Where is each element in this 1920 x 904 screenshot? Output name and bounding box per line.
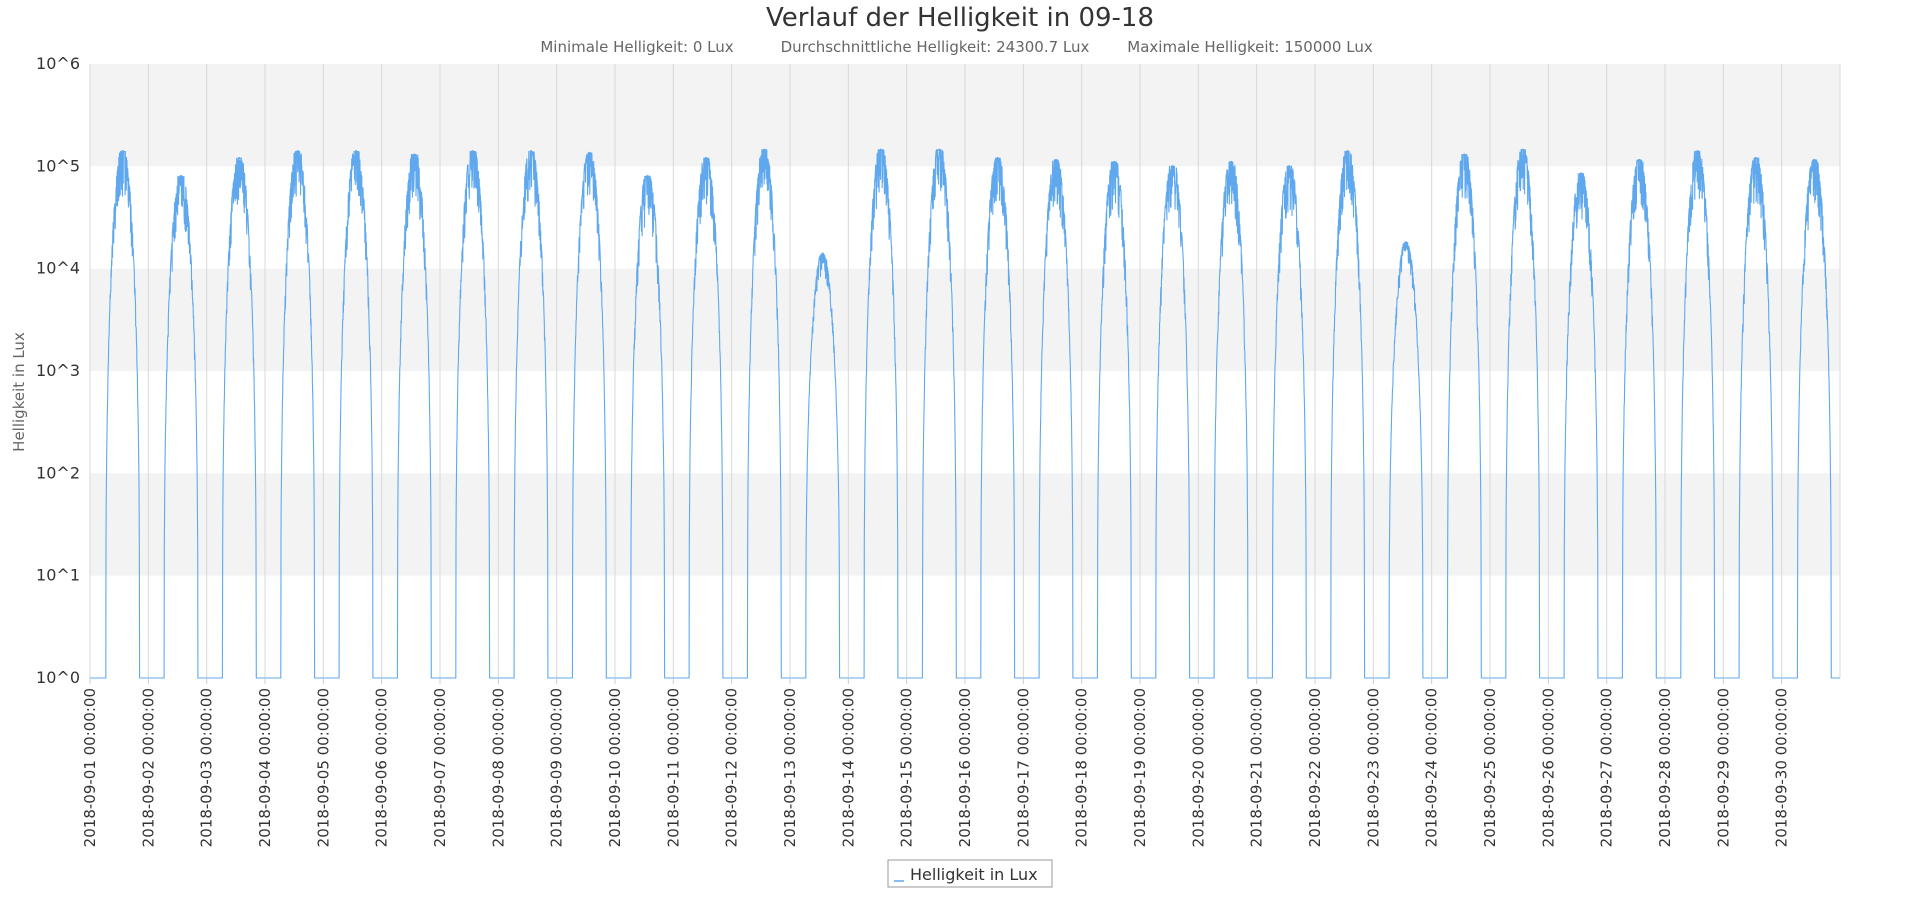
x-tick-label: 2018-09-06 00:00:00 [373,688,391,847]
x-tick-label: 2018-09-24 00:00:00 [1423,688,1441,847]
daily-peak-point [938,148,941,152]
daily-peak-point [1404,241,1408,244]
x-tick-label: 2018-09-11 00:00:00 [664,688,682,847]
x-tick-label: 2018-09-01 00:00:00 [81,688,99,847]
x-tick-label: 2018-09-18 00:00:00 [1073,688,1091,847]
x-tick-label: 2018-09-16 00:00:00 [956,688,974,847]
x-tick-label: 2018-09-23 00:00:00 [1364,688,1382,847]
daily-peak-point [413,153,416,156]
y-tick-label: 10^0 [36,668,80,687]
x-tick-label: 2018-09-05 00:00:00 [314,688,332,847]
y-axis-label: Helligkeit in Lux [10,332,28,452]
daily-peak-point [296,150,299,153]
x-tick-label: 2018-09-10 00:00:00 [606,688,624,847]
y-tick-label: 10^5 [36,156,80,175]
daily-peak-point [1229,160,1233,164]
x-tick-label: 2018-09-12 00:00:00 [723,688,741,847]
legend-box [887,859,1053,888]
y-tick-label: 10^2 [36,463,80,482]
x-tick-label: 2018-09-22 00:00:00 [1306,688,1324,847]
x-tick-label: 2018-09-25 00:00:00 [1481,688,1499,847]
legend-label: Helligkeit in Lux [910,865,1038,884]
y-tick-label: 10^1 [36,566,80,585]
x-tick-label: 2018-09-14 00:00:00 [839,688,857,847]
daily-peak-point [471,150,474,153]
y-tick-label: 10^4 [36,259,80,278]
subtitle-max: Maximale Helligkeit: 150000 Lux [1127,38,1373,56]
daily-peak-point [1521,148,1524,152]
daily-peak-point [179,175,183,178]
x-tick-label: 2018-09-04 00:00:00 [256,688,274,847]
daily-peak-point [1054,158,1058,162]
series-layer [90,148,1840,679]
x-tick-label: 2018-09-29 00:00:00 [1714,688,1732,847]
daily-peak-point [121,150,124,153]
x-tick-label: 2018-09-07 00:00:00 [431,688,449,847]
x-tick-label: 2018-09-21 00:00:00 [1248,688,1266,847]
x-tick-label: 2018-09-08 00:00:00 [489,688,507,847]
x-tick-label: 2018-09-19 00:00:00 [1131,688,1149,847]
daily-peak-point [354,150,358,153]
daily-peak-point [1813,158,1816,162]
x-tick-label: 2018-09-15 00:00:00 [898,688,916,847]
x-axis: 2018-09-01 00:00:00 2018-09-02 00:00:00 20… [81,678,1791,847]
daily-peak-point [1754,157,1758,160]
daily-peak-point [1463,153,1466,156]
x-tick-label: 2018-09-28 00:00:00 [1656,688,1674,847]
x-tick-label: 2018-09-09 00:00:00 [548,688,566,847]
x-tick-label: 2018-09-26 00:00:00 [1539,688,1557,847]
daily-peak-point [1579,172,1583,175]
daily-peak-point [646,175,649,178]
daily-peak-point [1288,165,1291,168]
daily-peak-point [821,252,824,255]
daily-peak-point [1113,160,1116,164]
y-tick-label: 10^6 [36,54,80,73]
subtitle-avg: Durchschnittliche Helligkeit: 24300.7 Lu… [781,38,1090,56]
daily-peak-point [763,148,766,152]
daily-peak-point [1696,150,1699,153]
x-tick-label: 2018-09-17 00:00:00 [1014,688,1032,847]
x-tick-label: 2018-09-20 00:00:00 [1189,688,1207,847]
x-tick-label: 2018-09-30 00:00:00 [1773,688,1791,847]
legend[interactable]: Helligkeit in Lux [887,859,1053,888]
daily-peak-point [704,157,708,160]
daily-peak-point [996,157,999,160]
x-tick-label: 2018-09-27 00:00:00 [1598,688,1616,847]
grid-lines [89,64,1841,678]
daily-peak-point [1346,150,1349,153]
daily-peak-point [238,157,241,160]
subtitle-min: Minimale Helligkeit: 0 Lux [540,38,733,56]
y-tick-label: 10^3 [36,361,80,380]
y-axis: 10^0 10^1 10^2 10^3 10^4 10^5 10^6 [36,54,80,687]
daily-peak-point [588,151,591,155]
daily-peak-point [1638,158,1641,162]
x-tick-label: 2018-09-03 00:00:00 [198,688,216,847]
x-tick-label: 2018-09-13 00:00:00 [781,688,799,847]
daily-peak-point [879,148,883,152]
daily-peak-point [1171,165,1174,168]
daily-peak-point [529,150,533,153]
series-line-0 [90,149,1840,679]
chart-title: Verlauf der Helligkeit in 09-18 [766,3,1154,33]
x-tick-label: 2018-09-02 00:00:00 [139,688,157,847]
